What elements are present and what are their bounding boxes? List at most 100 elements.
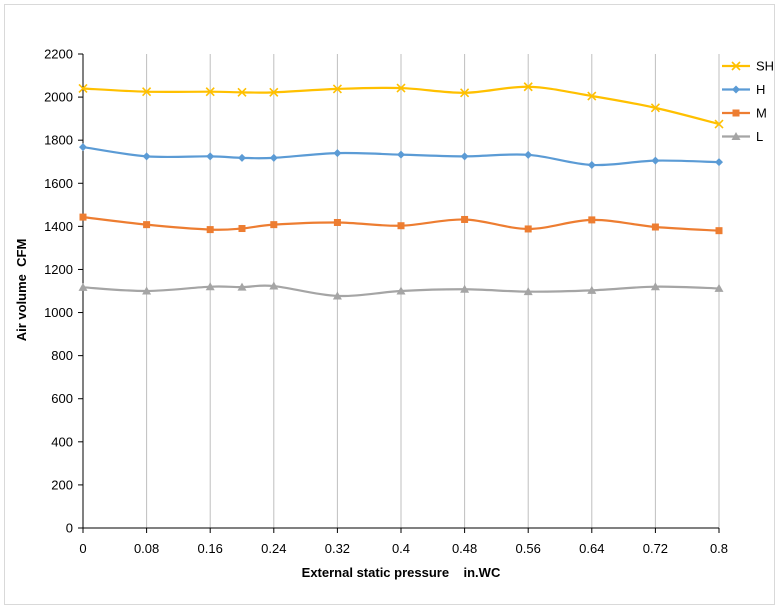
marker-stroke xyxy=(523,82,533,92)
data-point-m xyxy=(588,216,596,224)
chart-frame xyxy=(4,4,775,605)
y-tick-label: 1800 xyxy=(44,133,73,148)
data-point-sh xyxy=(587,91,597,101)
marker-stroke xyxy=(460,88,470,98)
y-tick-label: 400 xyxy=(51,434,73,449)
data-point-l xyxy=(650,282,660,291)
data-point-l xyxy=(78,282,88,291)
data-point-sh xyxy=(205,87,215,97)
data-point-sh xyxy=(714,119,724,129)
data-point-h xyxy=(269,153,278,162)
series-sh xyxy=(78,82,724,129)
legend-label-l: L xyxy=(756,129,763,144)
data-point-sh xyxy=(269,87,279,97)
legend-marker-m xyxy=(732,109,740,117)
data-point-h xyxy=(651,156,660,165)
x-tick-label: 0.48 xyxy=(452,541,477,556)
data-point-h xyxy=(397,150,405,159)
data-point-sh xyxy=(237,87,247,97)
data-point-m xyxy=(206,226,214,234)
series-line-m xyxy=(82,216,720,232)
y-tick-label: 1200 xyxy=(44,262,73,277)
y-tick-label: 1000 xyxy=(44,305,73,320)
data-point-sh xyxy=(460,88,470,98)
legend-label-m: M xyxy=(756,106,767,121)
marker-stroke xyxy=(332,84,342,94)
y-tick-labels: 0 200 400 600 800 1000 1200 1400 1600 1800 2000 220… xyxy=(44,47,73,536)
x-tick-label: 0.32 xyxy=(325,541,350,556)
legend-label-h: H xyxy=(756,82,765,97)
x-tick-label: 0.8 xyxy=(710,541,728,556)
data-point-h xyxy=(238,153,246,162)
series-lines xyxy=(78,82,724,300)
grid-lines xyxy=(146,54,720,528)
x-tick-label: 0.24 xyxy=(261,541,286,556)
marker-stroke xyxy=(78,83,88,94)
data-point-h xyxy=(206,152,215,161)
data-point-m xyxy=(397,222,405,230)
y-tick-label: 1600 xyxy=(44,176,73,191)
x-tick-label: 0 xyxy=(79,541,86,556)
marker-stroke xyxy=(237,87,247,97)
x-tick-label: 0.4 xyxy=(392,541,410,556)
y-tick-label: 800 xyxy=(51,348,73,363)
data-point-h xyxy=(524,150,533,159)
data-point-h xyxy=(715,158,723,167)
data-point-sh xyxy=(142,87,152,97)
x-tick-label: 0.16 xyxy=(198,541,223,556)
legend-marker-sh xyxy=(731,61,741,71)
marker-stroke xyxy=(142,87,152,97)
data-point-m xyxy=(461,215,469,223)
legend-item-sh: SH xyxy=(722,59,774,74)
data-point-l xyxy=(269,281,279,290)
legend-item-h: H xyxy=(722,82,765,97)
data-point-sh xyxy=(523,82,533,92)
x-tick-label: 0.64 xyxy=(579,541,604,556)
data-point-m xyxy=(143,221,151,229)
x-tick-labels: 0 0.08 0.16 0.24 0.32 0.4 0.48 0.56 0.64 0.72 0.8 xyxy=(79,541,728,556)
data-point-m xyxy=(270,221,278,229)
x-tick-label: 0.08 xyxy=(134,541,159,556)
marker-stroke xyxy=(731,61,741,71)
data-point-l xyxy=(396,286,406,295)
data-point-h xyxy=(142,152,151,161)
y-tick-label: 2000 xyxy=(44,90,73,105)
legend-label-sh: SH xyxy=(756,59,774,74)
data-point-h xyxy=(587,160,596,169)
y-tick-label: 600 xyxy=(51,391,73,406)
data-point-sh xyxy=(650,103,660,113)
legend-marker-h xyxy=(732,85,740,94)
y-tick-label: 200 xyxy=(51,477,73,492)
y-tick-label: 1400 xyxy=(44,219,73,234)
data-point-h xyxy=(333,149,342,158)
marker-stroke xyxy=(396,83,406,93)
legend-item-m: M xyxy=(722,106,767,121)
data-point-m xyxy=(333,218,341,226)
data-point-h xyxy=(460,152,469,161)
y-tick-label: 0 xyxy=(66,521,73,536)
data-point-sh xyxy=(332,84,342,94)
data-point-m xyxy=(715,227,723,235)
data-point-l xyxy=(237,282,247,291)
data-point-m xyxy=(524,225,532,233)
y-tick-label: 2200 xyxy=(44,47,73,62)
data-point-h xyxy=(79,143,87,152)
data-point-l xyxy=(587,285,597,294)
data-point-m xyxy=(238,225,246,233)
x-tick-label: 0.56 xyxy=(516,541,541,556)
data-point-l xyxy=(332,291,342,300)
data-point-m xyxy=(79,213,87,221)
x-axis-title: External static pressure in.WC xyxy=(302,565,501,580)
axes xyxy=(78,53,720,533)
data-point-l xyxy=(523,287,533,296)
marker-stroke xyxy=(587,91,597,101)
series-m xyxy=(79,213,723,235)
data-point-m xyxy=(651,223,659,231)
data-point-l xyxy=(142,286,152,295)
data-point-sh xyxy=(396,83,406,93)
data-point-sh xyxy=(78,83,88,94)
x-tick-label: 0.72 xyxy=(643,541,668,556)
y-axis-title: Air volume CFM xyxy=(14,239,29,342)
data-point-l xyxy=(460,284,470,293)
